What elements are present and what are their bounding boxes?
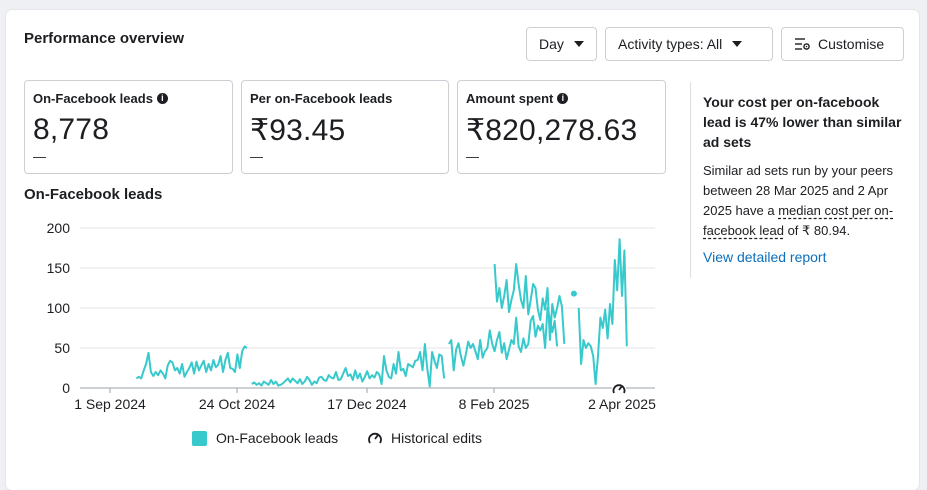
insight-body-text: Similar ad sets run by your peers betwee… [703,163,894,218]
metric-label-row: Amount spent i [466,91,569,106]
chart-title: On-Facebook leads [24,186,163,203]
metric-label: On-Facebook leads [33,91,153,106]
day-dropdown[interactable]: Day [526,27,597,61]
metric-label-row: On-Facebook leads i [33,91,168,106]
insight-body: Similar ad sets run by your peers betwee… [703,161,913,241]
insight-body-tail: of ₹ 80.94. [787,223,851,238]
activity-types-label: Activity types: All [618,36,723,52]
historical-edits-icon [368,432,382,444]
metric-delta: — [33,149,46,164]
legend-label-historical-edits: Historical edits [391,430,483,446]
metric-card-leads[interactable]: On-Facebook leads i 8,778 — [24,80,233,174]
metric-label-row: Per on-Facebook leads [250,91,392,106]
metric-value: ₹93.45 [250,114,346,147]
day-dropdown-label: Day [539,36,564,52]
median-cost-term[interactable]: median cost per on-facebook lead [703,203,894,238]
legend-item-leads[interactable]: On-Facebook leads [192,430,338,446]
metric-card-amount-spent[interactable]: Amount spent i ₹820,278.63 — [457,80,666,174]
info-icon[interactable]: i [557,93,569,104]
customise-label: Customise [818,36,885,52]
legend-item-historical-edits[interactable]: Historical edits [367,430,482,446]
info-icon[interactable]: i [156,93,168,104]
customise-icon [795,38,810,50]
caret-down-icon [573,41,584,47]
metric-label: Per on-Facebook leads [250,91,393,106]
metric-value: ₹820,278.63 [466,114,638,147]
panel-divider [690,82,691,278]
metric-delta: — [250,149,263,164]
customise-button[interactable]: Customise [781,27,904,61]
activity-types-dropdown[interactable]: Activity types: All [605,27,773,61]
metric-value: 8,778 [33,113,110,146]
metric-card-cost-per-lead[interactable]: Per on-Facebook leads ₹93.45 — [241,80,449,174]
legend-swatch [192,430,207,446]
insight-heading: Your cost per on-facebook lead is 47% lo… [703,94,902,150]
page-title: Performance overview [24,30,185,47]
legend-label-leads: On-Facebook leads [216,430,339,446]
caret-down-icon [732,41,743,47]
metric-delta: — [466,149,479,164]
metric-label: Amount spent [466,91,554,106]
view-detailed-report-link[interactable]: View detailed report [703,249,827,265]
